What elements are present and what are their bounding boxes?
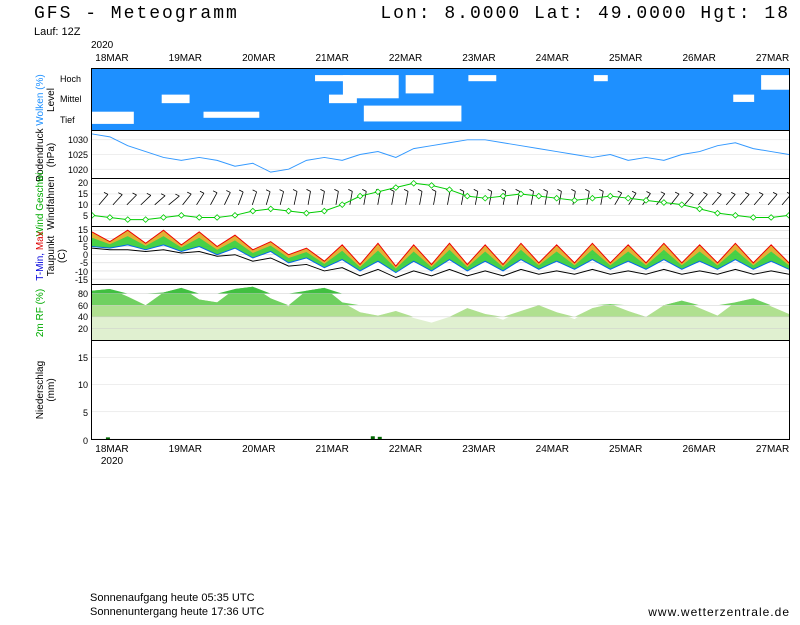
xaxis-tick: 21MAR xyxy=(315,444,348,455)
xaxis-tick: 24MAR xyxy=(536,53,569,64)
title-right: Lon: 8.0000 Lat: 49.0000 Hgt: 18 xyxy=(380,4,790,24)
xaxis-tick: 18MAR xyxy=(95,53,128,64)
cloud-level-labels: HochMittelTief xyxy=(60,69,90,130)
yticks: 1020 1025 1030 xyxy=(63,131,90,178)
chart-area: 2020 18MAR19MAR20MAR21MAR22MAR23MAR24MAR… xyxy=(34,44,790,584)
ytick: 10 xyxy=(78,380,88,390)
ylabel: (hPa) xyxy=(46,142,57,166)
panel: T-Min, MaxTaupunkt(C)-15-10-5051015 xyxy=(91,226,790,284)
ytick: 10 xyxy=(78,200,88,210)
sunrise-text: Sonnenaufgang heute 05:35 UTC xyxy=(90,591,790,605)
ytick: 15 xyxy=(78,225,88,235)
xaxis-tick: 23MAR xyxy=(462,53,495,64)
panel: Wind Geschwi.Windfahnen5101520 xyxy=(91,178,790,226)
ytick: 1020 xyxy=(68,165,88,175)
ylabel: Wolken (%) xyxy=(35,74,46,126)
panel: Bodendruck(hPa)102010251030 xyxy=(91,130,790,178)
ytick: 1025 xyxy=(68,150,88,160)
xaxis-tick: 20MAR xyxy=(242,53,275,64)
xaxis-tick: 21MAR xyxy=(315,53,348,64)
xaxis-tick: 19MAR xyxy=(169,444,202,455)
xaxis-tick: 20MAR xyxy=(242,444,275,455)
panel: 2m RF (%)20406080 xyxy=(91,284,790,340)
ylabel-group: Wind Geschwi.Windfahnen5101520 xyxy=(35,179,90,226)
run-label: Lauf: 12Z xyxy=(34,26,80,38)
ylabel: Windfahnen xyxy=(46,176,57,229)
ytick: 5 xyxy=(83,408,88,418)
xaxis-tick: 27MAR xyxy=(756,444,789,455)
xaxis-bottom: 18MAR 19MAR 20MAR 21MAR 22MAR 23MAR 24MAR 25MAR… xyxy=(91,442,790,466)
xaxis-tick: 26MAR xyxy=(682,53,715,64)
title-left: GFS - Meteogramm xyxy=(34,4,239,24)
yticks: 20 4060 80 xyxy=(63,285,90,340)
xaxis-tick: 22MAR xyxy=(389,53,422,64)
ylabel: Taupunkt xyxy=(46,235,57,276)
xaxis-year-bottom: 2020 xyxy=(101,456,123,467)
xaxis-tick: 19MAR xyxy=(169,53,202,64)
credit-text: www.wetterzentrale.de xyxy=(648,605,790,619)
ylabel: T-Min, Max xyxy=(35,231,46,280)
panel: Wolken (%)LevelHochMittelTief xyxy=(91,68,790,130)
panels: Wolken (%)LevelHochMittelTiefBodendruck(… xyxy=(34,68,790,440)
xaxis-tick: 24MAR xyxy=(536,444,569,455)
ytick: 0 xyxy=(83,436,88,446)
ylabel-group: Wolken (%)LevelHochMittelTief xyxy=(35,69,90,130)
ytick: 5 xyxy=(83,211,88,221)
ylabel: Wind Geschwi. xyxy=(35,169,46,236)
chart-header: GFS - Meteogramm Lon: 8.0000 Lat: 49.000… xyxy=(34,4,790,24)
ytick: 60 xyxy=(78,301,88,311)
footer: Sonnenaufgang heute 05:35 UTC Sonnenunte… xyxy=(90,591,790,619)
xaxis-top: 2020 18MAR19MAR20MAR21MAR22MAR23MAR24MAR… xyxy=(91,44,790,68)
ylabel: Niederschlag xyxy=(35,361,46,419)
yticks: -15-10-5051015 xyxy=(63,227,90,284)
ytick: 20 xyxy=(78,178,88,188)
ytick: 40 xyxy=(78,312,88,322)
xaxis-tick: 27MAR xyxy=(756,53,789,64)
xaxis-tick: 22MAR xyxy=(389,444,422,455)
panel: Niederschlag(mm)051015 xyxy=(91,340,790,440)
xaxis-tick: 18MAR xyxy=(95,444,128,455)
ylabel: (mm) xyxy=(46,378,57,401)
ytick: 15 xyxy=(78,353,88,363)
xaxis-tick: 25MAR xyxy=(609,53,642,64)
yticks: 051015 xyxy=(63,341,90,439)
ytick: 15 xyxy=(78,189,88,199)
ytick: 1030 xyxy=(68,135,88,145)
xaxis-tick: 23MAR xyxy=(462,444,495,455)
ytick: 80 xyxy=(78,289,88,299)
xaxis-tick: 25MAR xyxy=(609,444,642,455)
xaxis-tick: 26MAR xyxy=(682,444,715,455)
yticks: 5101520 xyxy=(63,179,90,226)
ylabel-group: 2m RF (%) 20 4060 80 xyxy=(35,285,90,340)
ylabel-group: T-Min, MaxTaupunkt(C)-15-10-5051015 xyxy=(35,227,90,284)
xaxis-year: 2020 xyxy=(91,40,113,51)
ylabel: Level xyxy=(46,88,57,112)
ylabel: 2m RF (%) xyxy=(35,288,46,336)
ylabel-group: Niederschlag(mm)051015 xyxy=(35,341,90,439)
ytick: 20 xyxy=(78,324,88,334)
